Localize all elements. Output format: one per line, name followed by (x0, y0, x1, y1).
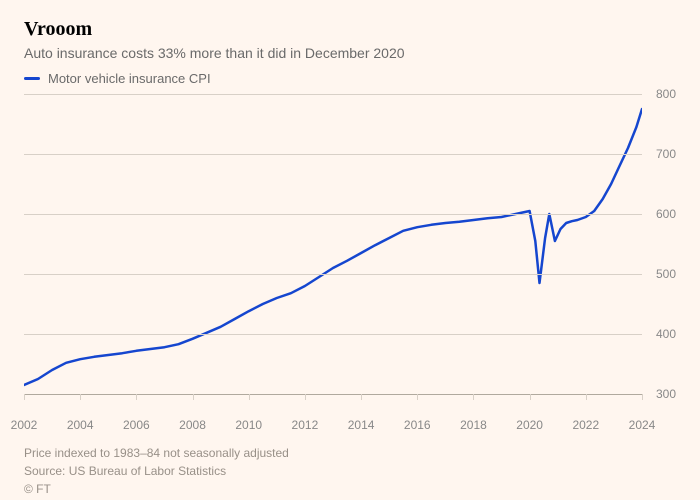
plot-area: 3004005006007008002002200420062008201020… (24, 94, 676, 414)
x-tick (642, 394, 643, 400)
x-tick-label: 2010 (235, 418, 262, 432)
footer-copyright: © FT (24, 480, 676, 498)
x-tick (136, 394, 137, 400)
x-tick-label: 2024 (629, 418, 656, 432)
footer-source: Source: US Bureau of Labor Statistics (24, 462, 676, 480)
y-tick-label: 400 (656, 327, 676, 341)
x-tick-label: 2022 (572, 418, 599, 432)
legend-swatch (24, 77, 40, 80)
x-tick (361, 394, 362, 400)
chart-title: Vrooom (24, 18, 676, 41)
footer-note: Price indexed to 1983–84 not seasonally … (24, 444, 676, 462)
y-tick-label: 500 (656, 267, 676, 281)
footer: Price indexed to 1983–84 not seasonally … (24, 444, 676, 498)
x-tick (473, 394, 474, 400)
x-tick-label: 2006 (123, 418, 150, 432)
gridline (24, 214, 642, 215)
y-tick-label: 300 (656, 387, 676, 401)
y-tick-label: 800 (656, 87, 676, 101)
gridline (24, 394, 642, 395)
x-tick-label: 2004 (67, 418, 94, 432)
gridline (24, 274, 642, 275)
x-tick-label: 2016 (404, 418, 431, 432)
legend-label: Motor vehicle insurance CPI (48, 71, 211, 86)
chart-subtitle: Auto insurance costs 33% more than it di… (24, 45, 676, 61)
x-tick (305, 394, 306, 400)
x-tick-label: 2018 (460, 418, 487, 432)
gridline (24, 94, 642, 95)
x-tick (249, 394, 250, 400)
chart-container: Vrooom Auto insurance costs 33% more tha… (0, 0, 700, 500)
x-tick-label: 2014 (348, 418, 375, 432)
x-tick-label: 2020 (516, 418, 543, 432)
gridline (24, 154, 642, 155)
x-tick (193, 394, 194, 400)
x-tick-label: 2012 (292, 418, 319, 432)
y-tick-label: 700 (656, 147, 676, 161)
gridline (24, 334, 642, 335)
x-tick (24, 394, 25, 400)
x-tick-label: 2002 (11, 418, 38, 432)
line-svg (24, 94, 642, 394)
x-tick (586, 394, 587, 400)
x-tick-label: 2008 (179, 418, 206, 432)
x-tick (80, 394, 81, 400)
legend: Motor vehicle insurance CPI (24, 71, 676, 86)
y-tick-label: 600 (656, 207, 676, 221)
series-line (24, 109, 642, 385)
x-tick (530, 394, 531, 400)
x-tick (417, 394, 418, 400)
